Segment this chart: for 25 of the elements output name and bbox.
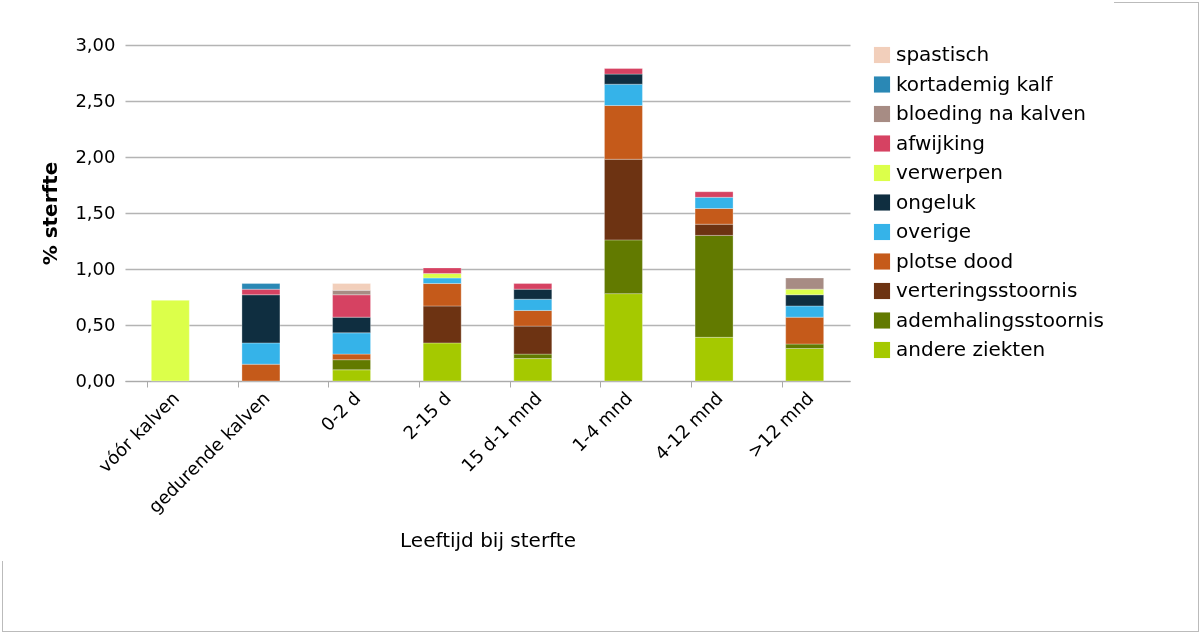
legend-label: verwerpen xyxy=(896,160,1003,184)
bar xyxy=(513,358,553,382)
y-tick-label: 0,00 xyxy=(75,369,116,391)
y-tick-label: 0,50 xyxy=(75,313,116,335)
bar xyxy=(151,300,190,382)
legend-label: verteringsstoornis xyxy=(896,278,1078,302)
x-tick-label: 0-2 d xyxy=(316,387,365,436)
legend-label: ademhalingsstoornis xyxy=(896,307,1104,332)
y-tick-label: 1,50 xyxy=(75,201,116,223)
legend-label: ongeluk xyxy=(896,189,977,214)
y-tick-label: 2,50 xyxy=(75,89,116,111)
legend-label: spastisch xyxy=(896,42,990,66)
y-axis-title: % sterfte xyxy=(38,161,63,266)
legend-label: bloeding na kalven xyxy=(896,101,1086,125)
x-axis-title: Leeftijd bij sterfte xyxy=(400,528,576,552)
legend-label: andere ziekten xyxy=(896,337,1046,361)
y-tick-label: 3,00 xyxy=(75,33,116,55)
y-tick-label: 1,00 xyxy=(75,257,116,279)
legend-label: overige xyxy=(896,219,972,243)
legend-label: kortademig kalf xyxy=(896,71,1054,96)
legend-label: afwijking xyxy=(896,130,985,155)
y-tick-label: 2,00 xyxy=(75,145,116,167)
bar xyxy=(785,348,824,382)
bar xyxy=(332,283,371,291)
legend-label: plotse dood xyxy=(896,248,1014,273)
